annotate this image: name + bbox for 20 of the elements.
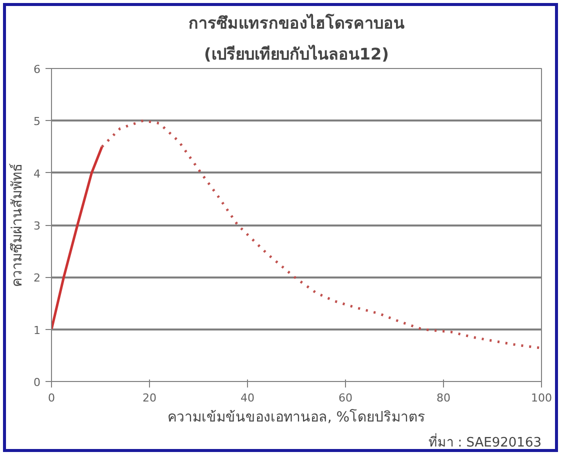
y-tick-label: 6	[34, 63, 40, 76]
y-tick-label: 4	[34, 167, 40, 180]
x-tick-label: 60	[338, 392, 352, 404]
y-tick-label: 0	[34, 376, 40, 389]
x-tick-label: 20	[142, 392, 156, 404]
x-tick-label: 80	[436, 392, 450, 404]
y-tick-label: 3	[34, 220, 40, 232]
x-tick-label: 100	[531, 392, 552, 404]
chart-title: การซึมแทรกของไฮโดรคาบอน	[188, 12, 404, 32]
y-axis-title: ความซึมผ่านสัมพัทธ์	[8, 163, 26, 287]
x-tick-label: 40	[240, 392, 254, 404]
y-tick-label: 5	[34, 115, 40, 128]
line-series	[100, 119, 542, 350]
y-tick-label: 2	[34, 272, 40, 285]
x-axis-title: ความเข้มข้นของเอทานอล, %โดยปริมาตร	[167, 408, 426, 426]
x-tick-label: 0	[48, 392, 55, 404]
y-tick-label: 1	[34, 324, 40, 337]
chart-subtitle: (เปรียบเทียบกับไนลอน12)	[204, 44, 389, 64]
line-series	[52, 146, 104, 331]
text: ที่มา : SAE920163	[428, 434, 542, 450]
